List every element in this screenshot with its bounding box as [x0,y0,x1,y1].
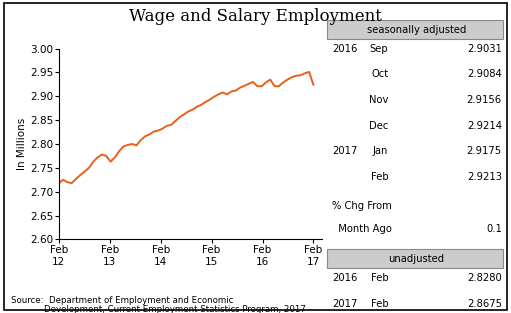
Text: 2.9213: 2.9213 [467,172,502,182]
Text: Jan: Jan [373,146,388,156]
Text: 2.9156: 2.9156 [467,95,502,105]
Text: Dec: Dec [369,121,388,131]
Text: Development, Current Employment Statistics Program, 2017: Development, Current Employment Statisti… [11,305,306,313]
Text: Wage and Salary Employment: Wage and Salary Employment [129,8,382,25]
Text: 2017: 2017 [332,146,358,156]
Text: 2.8675: 2.8675 [467,299,502,309]
Text: Source:  Department of Employment and Economic: Source: Department of Employment and Eco… [11,296,234,305]
Text: 2.9084: 2.9084 [467,69,502,80]
Text: seasonally adjusted: seasonally adjusted [367,25,466,35]
Text: Feb: Feb [371,172,388,182]
Text: Month Ago: Month Ago [332,224,392,234]
Text: 2.9214: 2.9214 [467,121,502,131]
Text: 2017: 2017 [332,299,358,309]
Text: 2016: 2016 [332,44,358,54]
Text: 2.9031: 2.9031 [467,44,502,54]
Text: Feb: Feb [371,273,388,283]
Text: 0.1: 0.1 [486,224,502,234]
Y-axis label: In Millions: In Millions [17,118,27,170]
Text: unadjusted: unadjusted [388,254,445,264]
Text: Feb: Feb [371,299,388,309]
Text: Oct: Oct [371,69,388,80]
Text: 2.8280: 2.8280 [467,273,502,283]
Text: Sep: Sep [370,44,388,54]
Text: 2.9175: 2.9175 [467,146,502,156]
Text: 2016: 2016 [332,273,358,283]
Text: % Chg From: % Chg From [332,201,392,211]
Text: Nov: Nov [369,95,388,105]
